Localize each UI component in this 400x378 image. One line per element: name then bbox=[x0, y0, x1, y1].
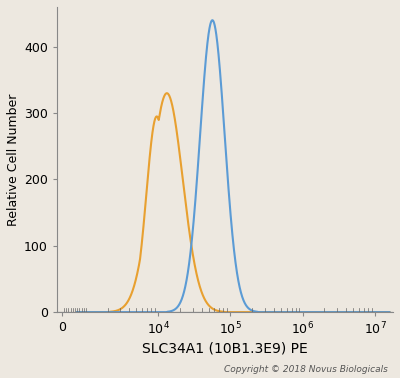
X-axis label: SLC34A1 (10B1.3E9) PE: SLC34A1 (10B1.3E9) PE bbox=[142, 342, 308, 356]
Text: Copyright © 2018 Novus Biologicals: Copyright © 2018 Novus Biologicals bbox=[224, 365, 388, 374]
Y-axis label: Relative Cell Number: Relative Cell Number bbox=[7, 93, 20, 226]
